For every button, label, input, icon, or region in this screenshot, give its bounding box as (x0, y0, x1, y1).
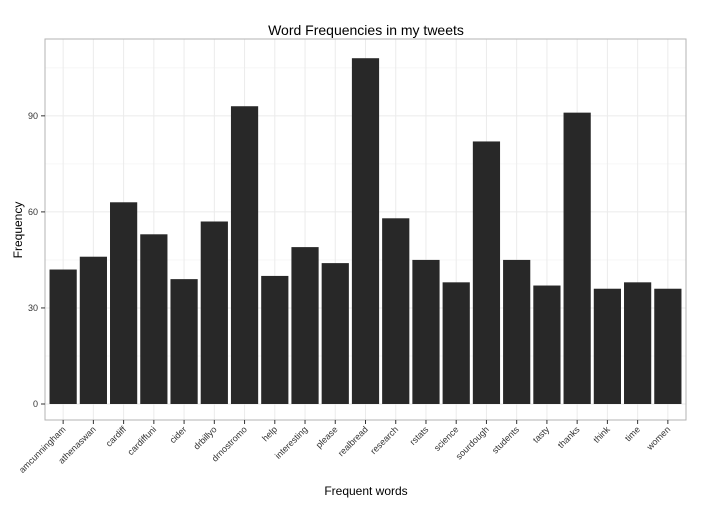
y-tick-label: 0 (33, 399, 38, 409)
bar-drnostromo (230, 106, 259, 404)
bar-realbread (351, 58, 380, 404)
bar-cardiffuni (140, 234, 168, 404)
x-tick-label: women (644, 424, 672, 452)
y-axis-title: Frequency (11, 202, 25, 259)
x-tick-label: cardiffuni (125, 424, 158, 457)
x-tick-label: sourdough (454, 424, 491, 461)
x-tick-label: realbread (336, 424, 370, 458)
x-tick-label: cardiff (104, 424, 129, 449)
y-tick-label: 90 (28, 111, 38, 121)
bar-interesting (291, 247, 319, 404)
bar-students (503, 259, 531, 404)
bar-drbillyo (200, 221, 228, 404)
bar-time (624, 282, 652, 404)
bar-cardiff (110, 202, 138, 404)
x-tick-label: interesting (273, 424, 309, 460)
y-tick-label: 60 (28, 207, 38, 217)
bar-tasty (533, 285, 561, 404)
x-tick-label: cider (168, 424, 189, 445)
x-tick-label: help (260, 424, 279, 443)
x-tick-label: thanks (556, 424, 582, 450)
bar-science (442, 282, 470, 404)
bar-thanks (563, 112, 591, 404)
x-tick-label: science (432, 424, 461, 453)
x-tick-label: students (490, 424, 521, 455)
x-tick-label: please (314, 424, 340, 450)
x-tick-label: drbillyo (192, 424, 219, 451)
x-tick-label: research (368, 424, 400, 456)
y-axis: 0 30 60 90 (28, 111, 45, 409)
y-tick-label: 30 (28, 303, 38, 313)
x-tick-label: think (591, 424, 612, 445)
x-tick-label: amcunningham (17, 424, 68, 475)
x-tick-label: rstats (408, 424, 431, 447)
bar-athenaswan (79, 256, 107, 404)
bar-cider (170, 279, 198, 404)
bar-please (321, 263, 349, 404)
bar-research (382, 218, 410, 404)
x-tick-label: tasty (531, 424, 552, 445)
bar-amcunningham (49, 269, 77, 404)
bar-help (261, 275, 289, 404)
bar-sourdough (472, 141, 501, 404)
x-axis-title: Frequent words (324, 484, 407, 498)
x-tick-label: time (623, 424, 642, 443)
chart-title: Word Frequencies in my tweets (268, 22, 464, 38)
bars (49, 58, 682, 404)
bar-rstats (412, 259, 440, 404)
bar-think (593, 288, 621, 404)
bar-women (654, 288, 682, 404)
